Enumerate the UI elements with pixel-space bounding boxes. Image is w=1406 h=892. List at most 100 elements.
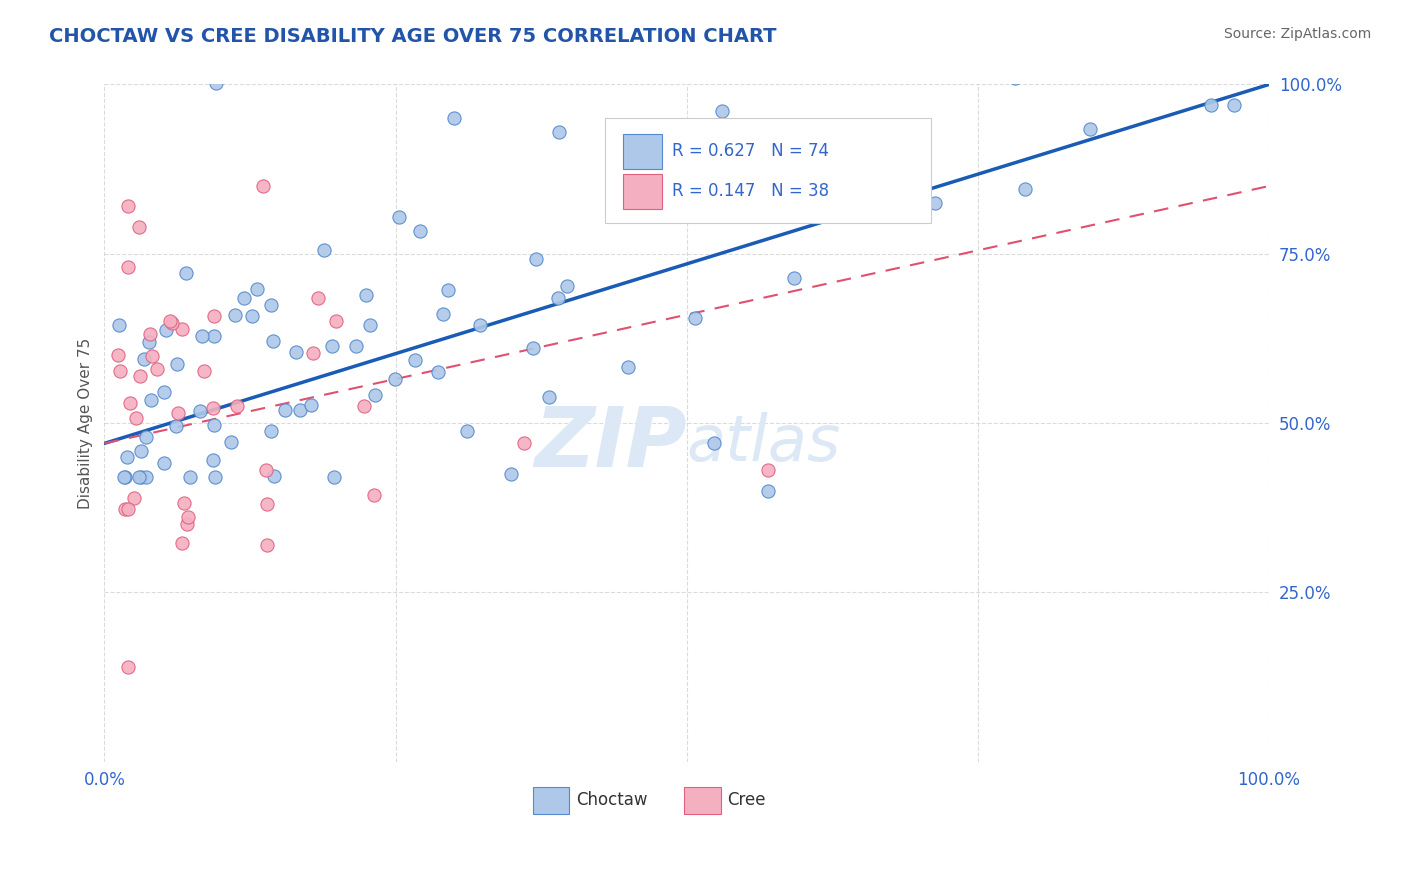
Point <box>759 190 782 204</box>
Point <box>426 365 449 379</box>
Point <box>404 353 426 368</box>
Point <box>112 470 135 484</box>
Point <box>263 468 285 483</box>
Point <box>139 392 162 407</box>
Text: ZIP: ZIP <box>534 403 686 483</box>
Point <box>783 271 806 285</box>
Point <box>256 497 278 511</box>
Point <box>172 536 194 550</box>
Point <box>221 435 243 450</box>
Text: atlas: atlas <box>686 412 841 475</box>
FancyBboxPatch shape <box>605 119 931 223</box>
FancyBboxPatch shape <box>623 134 662 169</box>
Point <box>131 470 153 484</box>
Point <box>128 470 150 484</box>
Point <box>224 309 246 323</box>
Point <box>274 403 297 417</box>
Point <box>145 362 167 376</box>
Point <box>201 401 224 415</box>
Point <box>141 350 163 364</box>
Point <box>290 403 312 417</box>
Point <box>1199 97 1222 112</box>
Point <box>432 307 454 321</box>
Point <box>240 309 263 323</box>
Text: R = 0.147   N = 38: R = 0.147 N = 38 <box>672 183 828 201</box>
Point <box>260 298 283 312</box>
Point <box>233 291 256 305</box>
Point <box>160 316 183 330</box>
Point <box>246 282 269 296</box>
Point <box>522 341 544 355</box>
Text: Source: ZipAtlas.com: Source: ZipAtlas.com <box>1223 27 1371 41</box>
Point <box>110 364 132 378</box>
Point <box>299 398 322 412</box>
Point <box>617 359 640 374</box>
Point <box>537 390 560 404</box>
Point <box>128 219 150 234</box>
Point <box>512 436 534 450</box>
Point <box>128 368 150 383</box>
Point <box>353 399 375 413</box>
Point <box>117 260 139 275</box>
Point <box>124 491 146 505</box>
Point <box>363 388 385 402</box>
Point <box>202 309 225 323</box>
Point <box>167 406 190 420</box>
Point <box>138 327 160 342</box>
Point <box>359 318 381 333</box>
Point <box>159 314 181 328</box>
Point <box>120 396 142 410</box>
Point <box>363 488 385 502</box>
Point <box>135 430 157 444</box>
Point <box>152 384 174 399</box>
Point <box>302 346 325 360</box>
Point <box>555 278 578 293</box>
Point <box>193 364 215 378</box>
Point <box>547 125 569 139</box>
Point <box>443 112 465 126</box>
Point <box>1004 71 1026 86</box>
Point <box>190 328 212 343</box>
Point <box>1078 122 1101 136</box>
Point <box>456 424 478 438</box>
Point <box>388 211 411 225</box>
Point <box>117 199 139 213</box>
Point <box>1014 182 1036 196</box>
Point <box>756 483 779 498</box>
Point <box>188 404 211 418</box>
Point <box>176 266 198 280</box>
Point <box>756 463 779 477</box>
Point <box>384 371 406 385</box>
Point <box>108 318 131 332</box>
Point <box>138 335 160 350</box>
Point <box>204 76 226 90</box>
Point <box>204 470 226 484</box>
Point <box>177 509 200 524</box>
Point <box>307 291 329 305</box>
Point <box>201 453 224 467</box>
Point <box>152 456 174 470</box>
Point <box>354 288 377 302</box>
Point <box>683 310 706 325</box>
FancyBboxPatch shape <box>533 787 569 814</box>
Point <box>114 502 136 516</box>
Point <box>202 328 225 343</box>
Point <box>468 318 491 333</box>
Point <box>226 400 249 414</box>
Point <box>254 463 277 477</box>
Point <box>314 244 336 258</box>
Point <box>322 470 344 484</box>
Text: Choctaw: Choctaw <box>576 791 648 809</box>
Point <box>107 348 129 362</box>
Point <box>202 418 225 433</box>
FancyBboxPatch shape <box>685 787 720 814</box>
Point <box>165 419 187 434</box>
Point <box>703 436 725 450</box>
Point <box>115 450 138 464</box>
Point <box>409 224 432 238</box>
Point <box>124 411 146 425</box>
Point <box>135 470 157 484</box>
Point <box>252 179 274 194</box>
Point <box>711 103 734 118</box>
Point <box>256 538 278 552</box>
